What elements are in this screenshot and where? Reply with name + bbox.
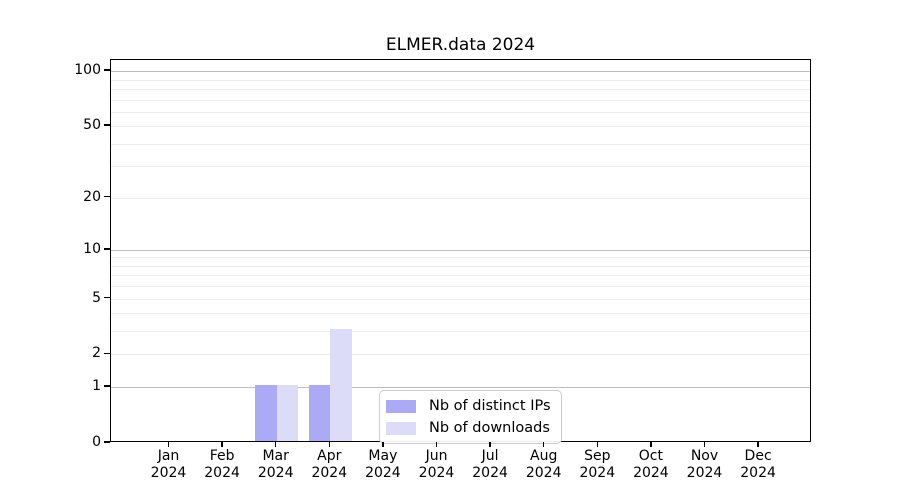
x-tick-label: Mar 2024 (257, 448, 294, 481)
y-gridline (111, 298, 810, 300)
x-tick-label: Apr 2024 (311, 448, 348, 481)
y-tick-mark (104, 124, 110, 126)
x-tick-label: Jan 2024 (150, 448, 187, 481)
y-tick-label: 100 (74, 62, 101, 79)
legend-row-downloads: Nb of downloads (386, 419, 551, 437)
x-tick-label: Aug 2024 (525, 448, 562, 481)
y-gridline-minor (111, 88, 810, 90)
x-tick-mark (542, 442, 545, 447)
x-tick-label: Oct 2024 (633, 448, 669, 481)
y-tick-label: 5 (92, 289, 101, 306)
y-gridline (111, 126, 810, 128)
x-tick-label: Jun 2024 (418, 448, 455, 481)
y-tick-mark (104, 195, 110, 198)
x-tick-mark (757, 442, 759, 447)
legend-row-distinct-ips: Nb of distinct IPs (386, 397, 551, 415)
y-tick-mark (104, 69, 110, 71)
legend-swatch-downloads (386, 421, 416, 435)
bar-nb-of-distinct-ips-apr (308, 385, 331, 441)
y-gridline-major (111, 387, 810, 389)
y-gridline-minor (111, 257, 810, 259)
y-tick-mark (104, 248, 110, 250)
y-gridline (111, 197, 810, 199)
y-tick-mark (104, 296, 110, 299)
y-tick-label: 50 (83, 117, 101, 134)
chart-title: ELMER.data 2024 (385, 35, 536, 55)
y-gridline-minor (111, 79, 810, 81)
y-tick-mark (104, 352, 110, 355)
x-tick-mark (382, 442, 384, 447)
y-tick-mark (104, 385, 110, 387)
x-tick-mark (221, 442, 223, 447)
y-gridline-minor (111, 111, 810, 113)
y-tick-label: 1 (92, 378, 101, 395)
x-tick-mark (703, 442, 706, 447)
plot-area: Nb of distinct IPs Nb of downloads (110, 59, 811, 444)
y-gridline (111, 354, 810, 356)
y-tick-label: 2 (92, 345, 101, 362)
y-gridline-minor (111, 331, 810, 333)
x-tick-mark (596, 442, 599, 447)
y-gridline-minor (111, 99, 810, 101)
y-gridline-minor (111, 143, 810, 145)
y-gridline-major (111, 249, 810, 251)
x-tick-mark (489, 442, 491, 447)
x-tick-mark (435, 442, 438, 447)
x-tick-label: Feb 2024 (204, 448, 240, 481)
bar-nb-of-downloads-mar (276, 385, 299, 441)
bar-nb-of-downloads-apr (330, 329, 352, 441)
x-tick-label: Jul 2024 (472, 448, 508, 481)
y-gridline-minor (111, 313, 810, 315)
y-tick-label: 20 (83, 188, 101, 205)
legend-label-downloads: Nb of downloads (429, 420, 550, 436)
x-tick-mark (274, 442, 277, 447)
bar-nb-of-distinct-ips-mar (255, 385, 277, 441)
y-tick-label: 0 (92, 434, 101, 450)
x-tick-mark (650, 442, 652, 447)
y-gridline-major (111, 71, 810, 73)
x-tick-label: Sep 2024 (579, 448, 616, 481)
y-tick-label: 10 (83, 240, 101, 257)
y-gridline-minor (111, 286, 810, 288)
x-tick-label: May 2024 (365, 448, 401, 481)
x-tick-label: Dec 2024 (740, 448, 776, 481)
legend-label-distinct-ips: Nb of distinct IPs (429, 398, 551, 414)
x-tick-mark (167, 442, 170, 447)
y-gridline-minor (111, 265, 810, 267)
y-tick-mark (104, 441, 110, 443)
y-gridline-minor (111, 275, 810, 277)
legend-swatch-distinct-ips (386, 399, 416, 413)
x-tick-label: Nov 2024 (686, 448, 723, 481)
x-tick-mark (328, 442, 331, 447)
legend: Nb of distinct IPs Nb of downloads (379, 390, 562, 444)
y-gridline-minor (111, 166, 810, 168)
